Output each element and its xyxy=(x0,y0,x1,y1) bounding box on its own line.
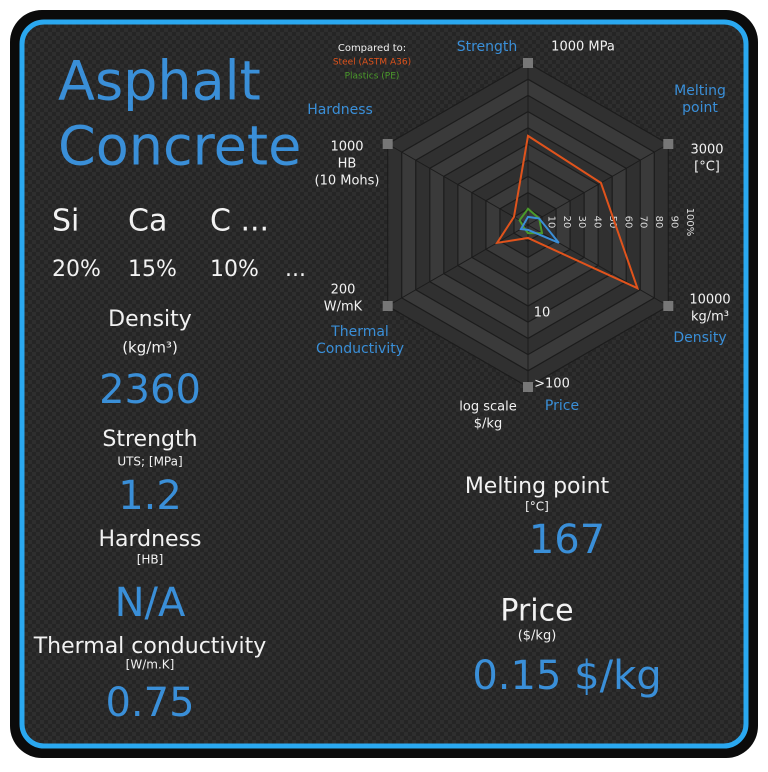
axis-end-marker xyxy=(382,301,393,311)
axis-max-label: HB xyxy=(338,157,357,172)
r-tick-label: 90 xyxy=(669,216,680,229)
axis-name: Thermal xyxy=(330,324,389,340)
radar-axis xyxy=(527,143,669,226)
axis-end-marker xyxy=(663,139,674,149)
property-name: Price xyxy=(500,594,573,629)
legend-title: Compared to: xyxy=(338,43,406,54)
axis-name: Density xyxy=(673,330,726,346)
axis-name: Price xyxy=(545,398,579,414)
axis-max-label: 1000 MPa xyxy=(551,40,615,55)
property-unit: UTS; [MPa] xyxy=(117,455,182,469)
property-name: Density xyxy=(108,307,192,332)
property-unit: [°C] xyxy=(525,500,549,514)
property-unit: [HB] xyxy=(137,553,164,567)
property-name: Strength xyxy=(102,427,197,452)
property-name: Hardness xyxy=(98,527,201,552)
axis-max-label: 10000 xyxy=(689,293,730,308)
fraction: 15% xyxy=(128,257,177,282)
r-tick-label: 60 xyxy=(622,216,633,229)
axis-max-label: [°C] xyxy=(694,160,720,175)
radar-axis xyxy=(527,224,669,307)
property-value: 1.2 xyxy=(118,473,182,519)
title-line: Concrete xyxy=(58,115,301,178)
axis-name: Hardness xyxy=(307,102,373,118)
r-tick-label: 70 xyxy=(638,216,649,229)
fraction: 10% xyxy=(210,257,259,282)
axis-end-marker xyxy=(523,58,533,68)
axis-max-label: >100 xyxy=(534,377,570,392)
radar-axis xyxy=(387,224,529,307)
legend-entry: Steel (ASTM A36) xyxy=(333,58,411,68)
title-line: Asphalt xyxy=(58,50,261,113)
property-value: N/A xyxy=(115,580,186,626)
radar-series xyxy=(495,134,640,291)
property-name: Thermal conductivity xyxy=(33,634,267,659)
price-mid-tick: 10 xyxy=(534,306,551,321)
axis-max-label: W/mK xyxy=(324,300,363,315)
price-scale-note: log scale xyxy=(459,400,516,415)
element: Ca xyxy=(128,204,167,239)
price-scale-note: $/kg xyxy=(474,417,502,432)
axis-max-label: (10 Mohs) xyxy=(315,174,380,189)
property-value: 0.75 xyxy=(105,680,194,726)
property-name: Melting point xyxy=(465,474,610,499)
r-tick-label: 100% xyxy=(684,208,695,237)
element: Si xyxy=(52,204,79,239)
property-unit: (kg/m³) xyxy=(122,339,178,357)
axis-name: Melting xyxy=(674,83,726,99)
property-unit: ($/kg) xyxy=(518,629,557,644)
axis-end-marker xyxy=(523,382,533,392)
property-value: 0.15 $/kg xyxy=(472,653,661,699)
axis-max-label: 3000 xyxy=(690,143,723,158)
axis-max-label: kg/m³ xyxy=(691,310,729,325)
axis-end-marker xyxy=(663,301,674,311)
axis-max-label: 1000 xyxy=(330,140,363,155)
axis-end-marker xyxy=(382,139,393,149)
r-tick-label: 50 xyxy=(607,216,618,229)
radar-series xyxy=(519,215,560,244)
axis-max-label: 200 xyxy=(331,283,356,298)
element: C ... xyxy=(210,204,269,239)
axis-name: Strength xyxy=(457,39,518,55)
property-unit: [W/m.K] xyxy=(126,658,175,672)
property-value: 167 xyxy=(529,517,605,563)
fraction: 20% xyxy=(52,257,101,282)
r-tick-label: 80 xyxy=(653,216,664,229)
r-tick-label: 10 xyxy=(545,216,556,229)
r-tick-label: 20 xyxy=(561,216,572,229)
r-tick-label: 40 xyxy=(592,216,603,229)
fraction: ... xyxy=(285,257,306,282)
legend-entry: Plastics (PE) xyxy=(345,72,400,82)
axis-name: point xyxy=(682,100,718,116)
axis-name: Conductivity xyxy=(316,341,404,357)
radar-axis xyxy=(387,143,529,226)
property-value: 2360 xyxy=(99,367,201,413)
r-tick-label: 30 xyxy=(576,216,587,229)
